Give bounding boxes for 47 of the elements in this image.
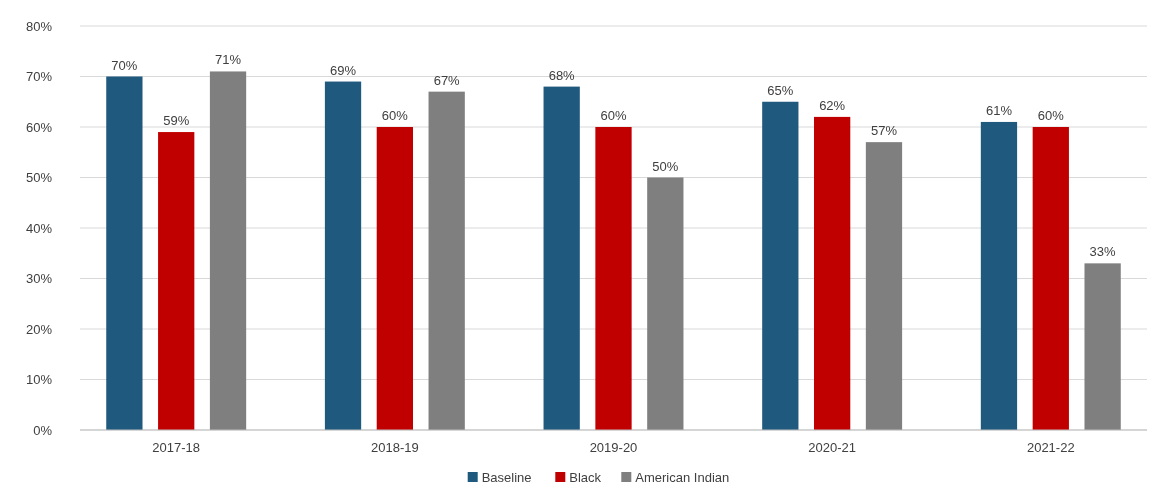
legend-label: American Indian [635, 470, 730, 482]
y-tick-label: 20% [25, 321, 53, 337]
data-label: 33% [1089, 244, 1117, 260]
y-tick-label: 70% [25, 69, 53, 85]
bar [865, 142, 903, 430]
legend-label: Black [569, 470, 602, 482]
data-label: 70% [111, 57, 138, 73]
x-tick-label: 2018-19 [370, 440, 419, 455]
bar [158, 132, 195, 430]
bar [1084, 263, 1121, 430]
y-tick-label: 30% [25, 271, 53, 287]
bar [814, 116, 851, 430]
bar [209, 71, 247, 430]
data-label: 61% [985, 102, 1013, 118]
y-tick-label: 10% [25, 372, 53, 388]
y-tick-label: 50% [25, 170, 53, 186]
bar [980, 121, 1018, 430]
x-tick-label: 2021-22 [1026, 440, 1075, 455]
data-label: 60% [600, 108, 627, 123]
bar [595, 127, 632, 430]
data-label: 65% [767, 82, 794, 98]
y-tick-label: 0% [33, 422, 53, 438]
data-label: 71% [215, 52, 242, 68]
data-label: 57% [870, 123, 898, 139]
bar [324, 81, 362, 430]
x-tick-label: 2020-21 [808, 440, 857, 455]
y-tick-label: 60% [25, 119, 53, 135]
y-tick-label: 40% [25, 220, 53, 236]
bar [106, 76, 143, 430]
data-label: 69% [330, 62, 357, 78]
y-tick-label: 80% [25, 18, 53, 34]
bar [647, 177, 684, 430]
data-label: 62% [819, 97, 846, 113]
data-label: 50% [652, 158, 679, 174]
data-label: 67% [433, 72, 461, 88]
data-label: 60% [1037, 108, 1065, 123]
data-label: 60% [381, 108, 409, 123]
bar [762, 101, 799, 430]
x-tick-label: 2019-20 [589, 440, 638, 455]
legend-label: Baseline [481, 470, 532, 482]
x-tick-label: 2017-18 [152, 440, 201, 455]
bar [1032, 127, 1069, 430]
data-label: 68% [548, 67, 576, 83]
bar [376, 127, 413, 430]
data-label: 59% [163, 113, 190, 129]
bar [543, 86, 580, 430]
bar [428, 91, 465, 430]
